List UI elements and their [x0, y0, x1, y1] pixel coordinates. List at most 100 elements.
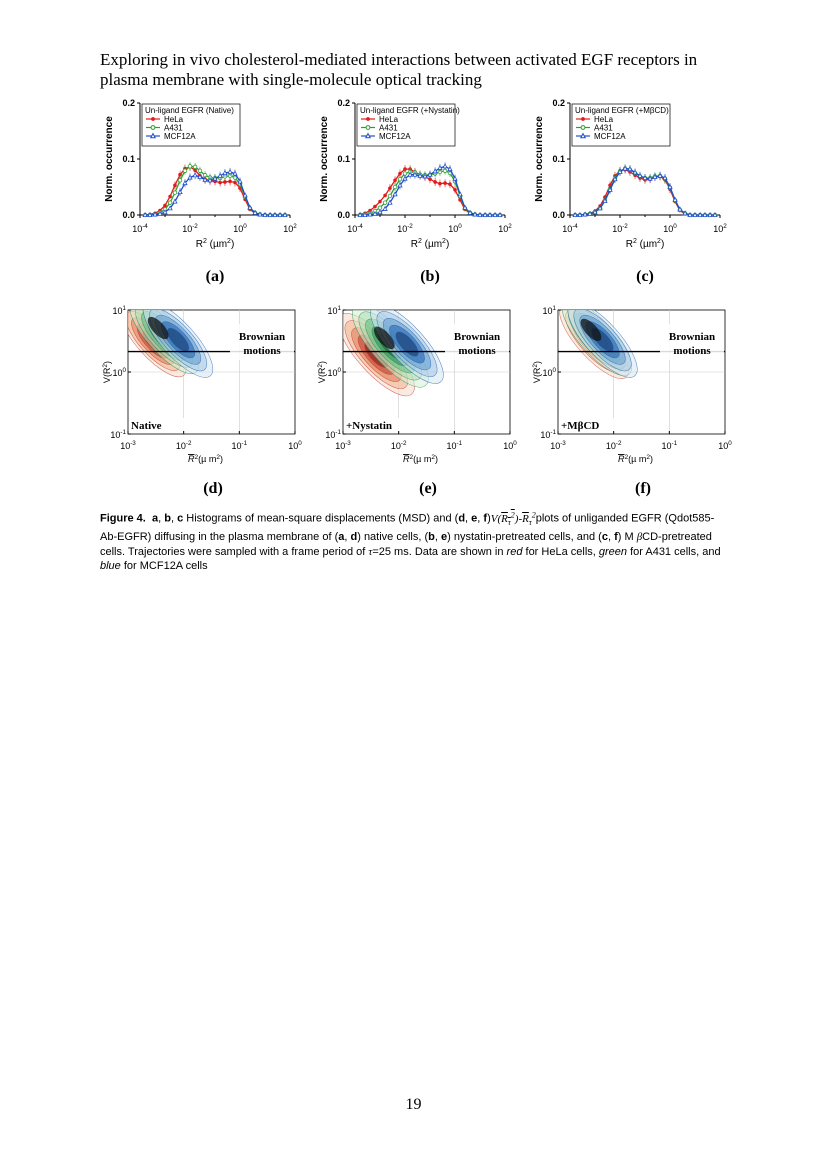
caption-text: for A431 cells, and	[627, 545, 721, 558]
x-tick-label: 10-1	[662, 440, 678, 451]
histogram-panel-b: 0.0 0.1 0.2 10-4 10-2 100 102 Norm. occurrence R…	[319, 98, 512, 250]
data-point	[163, 203, 167, 208]
caption-color-word: green	[598, 545, 628, 558]
y-axis-label: Norm. occurrence	[319, 116, 330, 202]
data-point	[457, 191, 463, 197]
caption-text: CD-pretreated cells. Trajectories were s…	[100, 531, 712, 558]
legend-label-hela: HeLa	[594, 115, 614, 124]
caption-ref: d	[350, 531, 358, 544]
data-point	[178, 172, 182, 177]
data-point	[647, 175, 653, 181]
label-background	[445, 324, 509, 360]
legend-title: Un-ligand EGFR (Native)	[145, 106, 234, 115]
data-point	[437, 164, 443, 170]
condition-label: +MβCD	[561, 420, 599, 432]
data-point	[197, 168, 203, 173]
y-tick-label: 10-1	[540, 429, 556, 440]
data-point	[677, 206, 683, 212]
caption-text: for MCF12A cells	[120, 560, 208, 573]
data-point	[662, 174, 668, 181]
data-point	[383, 193, 387, 198]
caption-text: for HeLa cells,	[522, 545, 599, 558]
data-point	[173, 183, 177, 188]
data-point	[448, 182, 452, 186]
data-point	[637, 172, 643, 178]
data-point	[277, 211, 283, 217]
legend-label-mcf12a: MCF12A	[594, 132, 626, 141]
data-point	[642, 174, 648, 181]
figure-caption: Figure 4. a, b, c Histograms of mean-squ…	[100, 510, 721, 573]
data-point	[667, 183, 673, 189]
caption-text: plots of unliganded EGFR (Qdot585-Ab-EGF…	[100, 512, 715, 544]
data-point	[398, 171, 402, 176]
data-point	[587, 210, 593, 216]
data-point	[388, 186, 392, 190]
legend-marker	[581, 117, 585, 121]
legend-title: Un-ligand EGFR (+Nystatin)	[360, 106, 460, 115]
data-point	[447, 166, 453, 172]
data-point	[282, 211, 288, 217]
data-point	[187, 164, 193, 169]
x-axis-label: R2 (µm2)	[411, 238, 450, 250]
caption-text: ,	[607, 531, 615, 544]
caption-text: =25 ms. Data are shown in	[372, 545, 507, 558]
legend-label-a431: A431	[379, 124, 398, 133]
panel-label-c: (c)	[636, 268, 654, 285]
data-point	[443, 181, 447, 185]
data-point	[242, 192, 248, 198]
y-tick-label: 101	[112, 305, 126, 316]
legend-marker	[365, 125, 371, 130]
y-tick-label: 0.1	[552, 154, 565, 164]
data-point	[172, 198, 178, 204]
data-point	[257, 211, 263, 217]
data-point	[387, 193, 393, 199]
caption-symbol: β	[636, 531, 643, 544]
data-point	[168, 194, 172, 199]
legend-marker	[579, 132, 587, 139]
caption-ref: e	[471, 512, 478, 525]
data-point	[182, 168, 188, 173]
caption-symbol: τ	[368, 545, 373, 558]
data-point	[252, 209, 258, 215]
data-point	[622, 165, 628, 171]
data-point	[362, 211, 368, 217]
histogram-panel-c: 0.0 0.1 0.2 10-4 10-2 100 102 Norm. occurrence R…	[534, 98, 727, 250]
page-number: 19	[405, 1096, 422, 1113]
y-tick-label: 101	[542, 305, 556, 316]
data-point	[433, 180, 437, 184]
y-tick-label: 0.2	[122, 98, 135, 108]
data-point	[692, 211, 698, 217]
data-point	[452, 175, 458, 181]
caption-ref: c	[177, 512, 184, 525]
x-tick-label: 10-4	[347, 223, 363, 234]
data-point	[607, 186, 613, 192]
x-tick-label: 102	[498, 223, 512, 234]
x-tick-label: 10-4	[562, 223, 578, 234]
y-tick-label: 10-1	[110, 429, 126, 440]
panel-label-e: (e)	[419, 480, 437, 497]
contour-peak	[147, 316, 169, 340]
x-axis-label: R2(µ m2)	[618, 454, 653, 464]
x-axis-label: R2(µ m2)	[403, 454, 438, 464]
data-point	[272, 211, 278, 217]
data-point	[392, 191, 398, 197]
legend-box	[356, 103, 456, 147]
caption-text: ,	[465, 512, 472, 525]
data-point	[382, 205, 388, 211]
legend-marker	[151, 117, 155, 121]
data-point	[697, 211, 703, 217]
y-axis-label: V(R2)	[102, 361, 112, 383]
data-point	[612, 176, 618, 182]
caption-text: ,	[477, 512, 484, 525]
page-title: Exploring in vivo cholesterol-mediated i…	[100, 50, 698, 89]
data-point	[387, 199, 393, 205]
y-tick-label: 0.1	[337, 154, 350, 164]
legend-marker	[149, 132, 157, 139]
data-point	[217, 172, 223, 178]
data-point	[582, 211, 588, 217]
y-tick-label: 10-1	[325, 429, 341, 440]
data-point	[267, 211, 273, 217]
brownian-label: motions	[673, 345, 711, 357]
panel-label-b: (b)	[420, 268, 440, 285]
caption-ref: f	[483, 512, 488, 525]
